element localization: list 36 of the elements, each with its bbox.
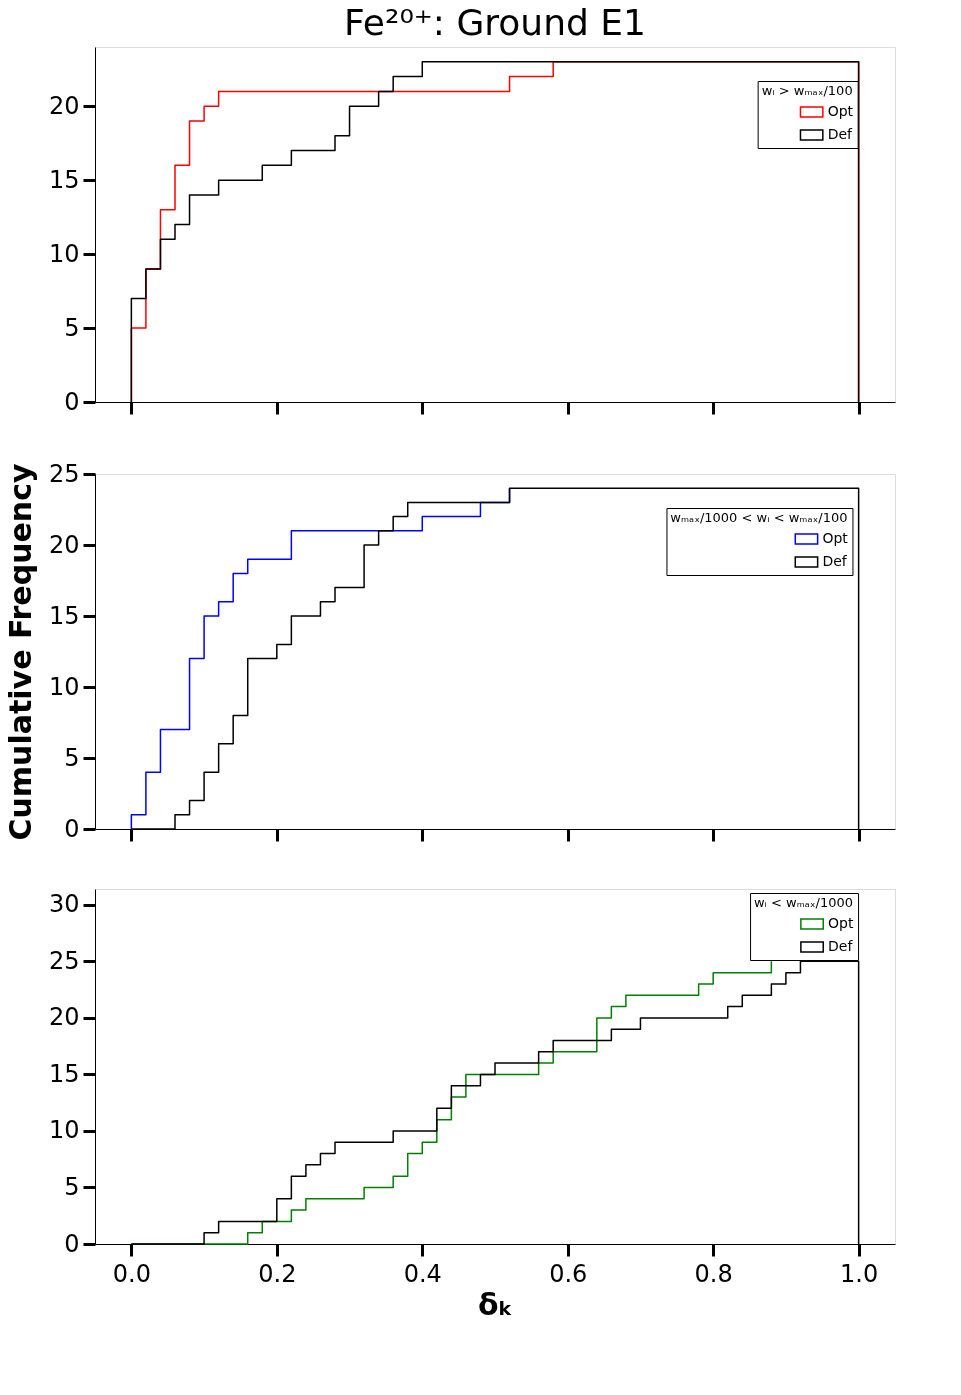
y-tick-label: 20 xyxy=(48,91,80,120)
legend-label: Opt xyxy=(828,915,854,931)
legend-label: Def xyxy=(822,553,848,569)
legend-title: wₘₐₓ/1000 < wᵢ < wₘₐₓ/100 xyxy=(670,510,848,525)
y-tick-label: 20 xyxy=(48,530,80,559)
x-tick-label: 0.4 xyxy=(403,1259,442,1288)
y-tick-label: 15 xyxy=(48,601,80,630)
y-tick-label: 5 xyxy=(64,743,80,772)
y-tick-label: 15 xyxy=(48,1059,80,1088)
legend-label: Opt xyxy=(822,530,849,546)
legend-label: Def xyxy=(827,126,854,142)
chart-title: Fe²⁰⁺: Ground E1 xyxy=(344,2,646,43)
y-tick-label: 10 xyxy=(48,239,80,268)
y-tick-label: 10 xyxy=(48,672,80,701)
x-tick-label: 1.0 xyxy=(840,1259,879,1288)
y-tick-label: 0 xyxy=(64,387,80,416)
y-tick-label: 15 xyxy=(48,165,80,194)
y-tick-label: 30 xyxy=(48,890,80,919)
y-tick-label: 10 xyxy=(48,1116,80,1145)
y-axis-title: Cumulative Frequency xyxy=(2,463,38,841)
y-tick-label: 0 xyxy=(64,1229,80,1258)
x-tick-label: 0.0 xyxy=(112,1259,151,1288)
y-tick-label: 20 xyxy=(48,1003,80,1032)
legend-title: wᵢ > wₘₐₓ/100 xyxy=(761,83,853,98)
x-tick-label: 0.6 xyxy=(549,1259,588,1288)
x-tick-label: 0.8 xyxy=(694,1259,733,1288)
y-tick-label: 25 xyxy=(48,459,80,488)
y-tick-label: 5 xyxy=(64,1172,80,1201)
legend-label: Opt xyxy=(827,103,854,119)
legend-label: Def xyxy=(828,938,854,954)
y-tick-label: 0 xyxy=(64,814,80,843)
y-tick-label: 25 xyxy=(48,946,80,975)
legend-title: wᵢ < wₘₐₓ/1000 xyxy=(753,895,854,910)
y-tick-label: 5 xyxy=(64,313,80,342)
x-tick-label: 0.2 xyxy=(258,1259,297,1288)
x-axis-title: δₖ xyxy=(477,1286,514,1322)
